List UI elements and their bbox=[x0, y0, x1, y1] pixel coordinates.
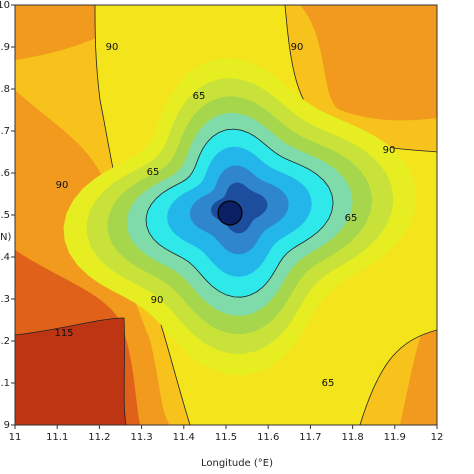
contour-band bbox=[15, 317, 127, 425]
y-tick-label: .7 bbox=[0, 126, 10, 137]
contour-label: 65 bbox=[147, 167, 160, 178]
y-tick-label: .5 bbox=[0, 210, 10, 221]
contour-band bbox=[300, 5, 437, 121]
contour-band bbox=[217, 200, 243, 226]
x-tick-label: 11.2 bbox=[88, 432, 110, 443]
y-tick-label: 9 bbox=[4, 420, 10, 431]
x-tick-label: 11.5 bbox=[215, 432, 237, 443]
contour-label: 90 bbox=[56, 180, 69, 191]
x-tick-label: 11.4 bbox=[173, 432, 195, 443]
contour-label: 65 bbox=[345, 213, 358, 224]
x-tick-label: 12 bbox=[431, 432, 444, 443]
x-tick-label: 11.1 bbox=[46, 432, 68, 443]
contour-label: 115 bbox=[54, 328, 73, 339]
y-tick-label: .2 bbox=[0, 336, 10, 347]
contour-label: 65 bbox=[322, 378, 335, 389]
contour-label: 90 bbox=[151, 295, 164, 306]
y-tick-label: .8 bbox=[0, 84, 10, 95]
contour-field: 90 90 90 90 90 65 65 65 65 115 bbox=[15, 5, 437, 425]
contour-label: 90 bbox=[291, 42, 304, 53]
x-tick-label: 11.6 bbox=[257, 432, 279, 443]
contour-label: 65 bbox=[193, 91, 206, 102]
y-axis-label: N) bbox=[0, 232, 11, 243]
x-tick-label: 11 bbox=[9, 432, 22, 443]
y-tick-label: .9 bbox=[0, 42, 10, 53]
x-axis-label: Longitude (°E) bbox=[201, 458, 273, 469]
contour-label: 90 bbox=[106, 42, 119, 53]
contour-label: 90 bbox=[383, 145, 396, 156]
y-tick-label: .4 bbox=[0, 252, 10, 263]
y-tick-label: .1 bbox=[0, 378, 10, 389]
y-tick-label: .6 bbox=[0, 168, 10, 179]
y-tick-label: .3 bbox=[0, 294, 10, 305]
x-tick-label: 11.3 bbox=[130, 432, 152, 443]
y-tick-label: 10 bbox=[0, 0, 10, 11]
x-tick-label: 11.9 bbox=[384, 432, 406, 443]
x-tick-label: 11.8 bbox=[341, 432, 363, 443]
x-tick-label: 11.7 bbox=[299, 432, 321, 443]
